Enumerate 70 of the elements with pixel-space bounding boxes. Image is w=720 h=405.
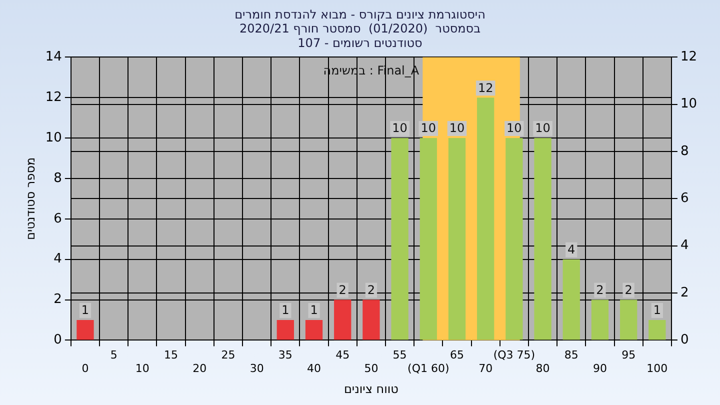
x-tick-label: 15 (164, 348, 178, 362)
x-tick-label: 70 (478, 362, 493, 375)
x-tick-label: 30 (250, 362, 264, 375)
x-tick-label: 55 (392, 348, 407, 362)
data-label: 1 (653, 303, 661, 318)
x-tick-label: 5 (110, 348, 118, 362)
x-tick-label: (Q1 60) (408, 362, 450, 375)
data-label: 2 (624, 282, 632, 297)
y2-tick-label: 6 (680, 191, 689, 206)
x-tick-label: 10 (135, 362, 150, 375)
data-label: 1 (81, 303, 90, 318)
x-tick-label: 40 (307, 362, 322, 375)
x-tick-label: 20 (192, 362, 207, 375)
y-tick-label: 8 (54, 170, 62, 186)
bar (620, 300, 638, 340)
x-tick-label: 100 (646, 362, 668, 375)
data-label: 10 (392, 121, 408, 136)
y-tick-label: 6 (54, 211, 62, 226)
y2-tick-label: 2 (680, 285, 689, 300)
data-label: 2 (367, 282, 376, 297)
bar (648, 320, 666, 340)
y2-tick-label: 12 (680, 50, 698, 65)
bar (562, 259, 580, 340)
bar (534, 138, 552, 340)
data-label: 10 (449, 121, 465, 136)
x-tick-label: 65 (450, 348, 464, 362)
x-tick-label: 25 (221, 348, 236, 362)
bar (76, 320, 94, 340)
data-label: 1 (310, 303, 318, 318)
chart-title: היסטוגרמת ציונים בקורס - מבוא להנדסת חומרים (234, 7, 486, 22)
bar (420, 138, 437, 340)
y2-tick-label: 0 (680, 332, 689, 348)
data-label: 4 (568, 242, 576, 256)
x-tick-label: 0 (82, 362, 89, 375)
x-tick-label: 35 (278, 348, 292, 362)
bar (334, 300, 352, 340)
data-label: 2 (596, 282, 604, 297)
x-tick-label: 50 (364, 362, 378, 375)
x-tick-label: 45 (336, 348, 350, 362)
y-tick-label: 12 (45, 90, 62, 106)
chart-subtitle: בסמסטר (01/2020) סמסטר חורף 2020/21 סטודנטים רשומים - 107 (239, 22, 481, 50)
bar (305, 320, 323, 340)
bar (391, 138, 408, 340)
x-tick-label: 85 (564, 348, 578, 362)
y2-tick-label: 8 (680, 144, 689, 159)
x-tick-label: (Q3 75) (493, 348, 536, 362)
bar (477, 98, 494, 340)
bar (448, 138, 466, 340)
y-axis-title: מספר סטודנטים (23, 157, 38, 240)
y-tick-label: 10 (45, 130, 62, 146)
x-tick-label: 95 (622, 348, 636, 362)
bar (362, 300, 380, 340)
data-label: 2 (338, 282, 346, 297)
y-tick-label: 2 (54, 292, 62, 308)
y-tick-label: 4 (54, 252, 62, 267)
y2-tick-label: 10 (680, 96, 698, 112)
data-label: 10 (420, 121, 436, 136)
y2-tick-label: 4 (680, 238, 689, 254)
x-tick-label: 80 (536, 362, 550, 375)
data-label: 12 (478, 80, 494, 95)
bar (506, 138, 523, 340)
y-tick-label: 0 (54, 332, 62, 348)
y-tick-label: 14 (45, 50, 62, 65)
bar (591, 300, 609, 340)
data-label: 10 (506, 121, 522, 136)
data-label: 10 (535, 121, 550, 136)
x-axis-title: טווח ציונים (344, 382, 399, 396)
data-label: 1 (282, 303, 290, 318)
bar (276, 320, 294, 340)
x-tick-label: 90 (592, 362, 607, 375)
